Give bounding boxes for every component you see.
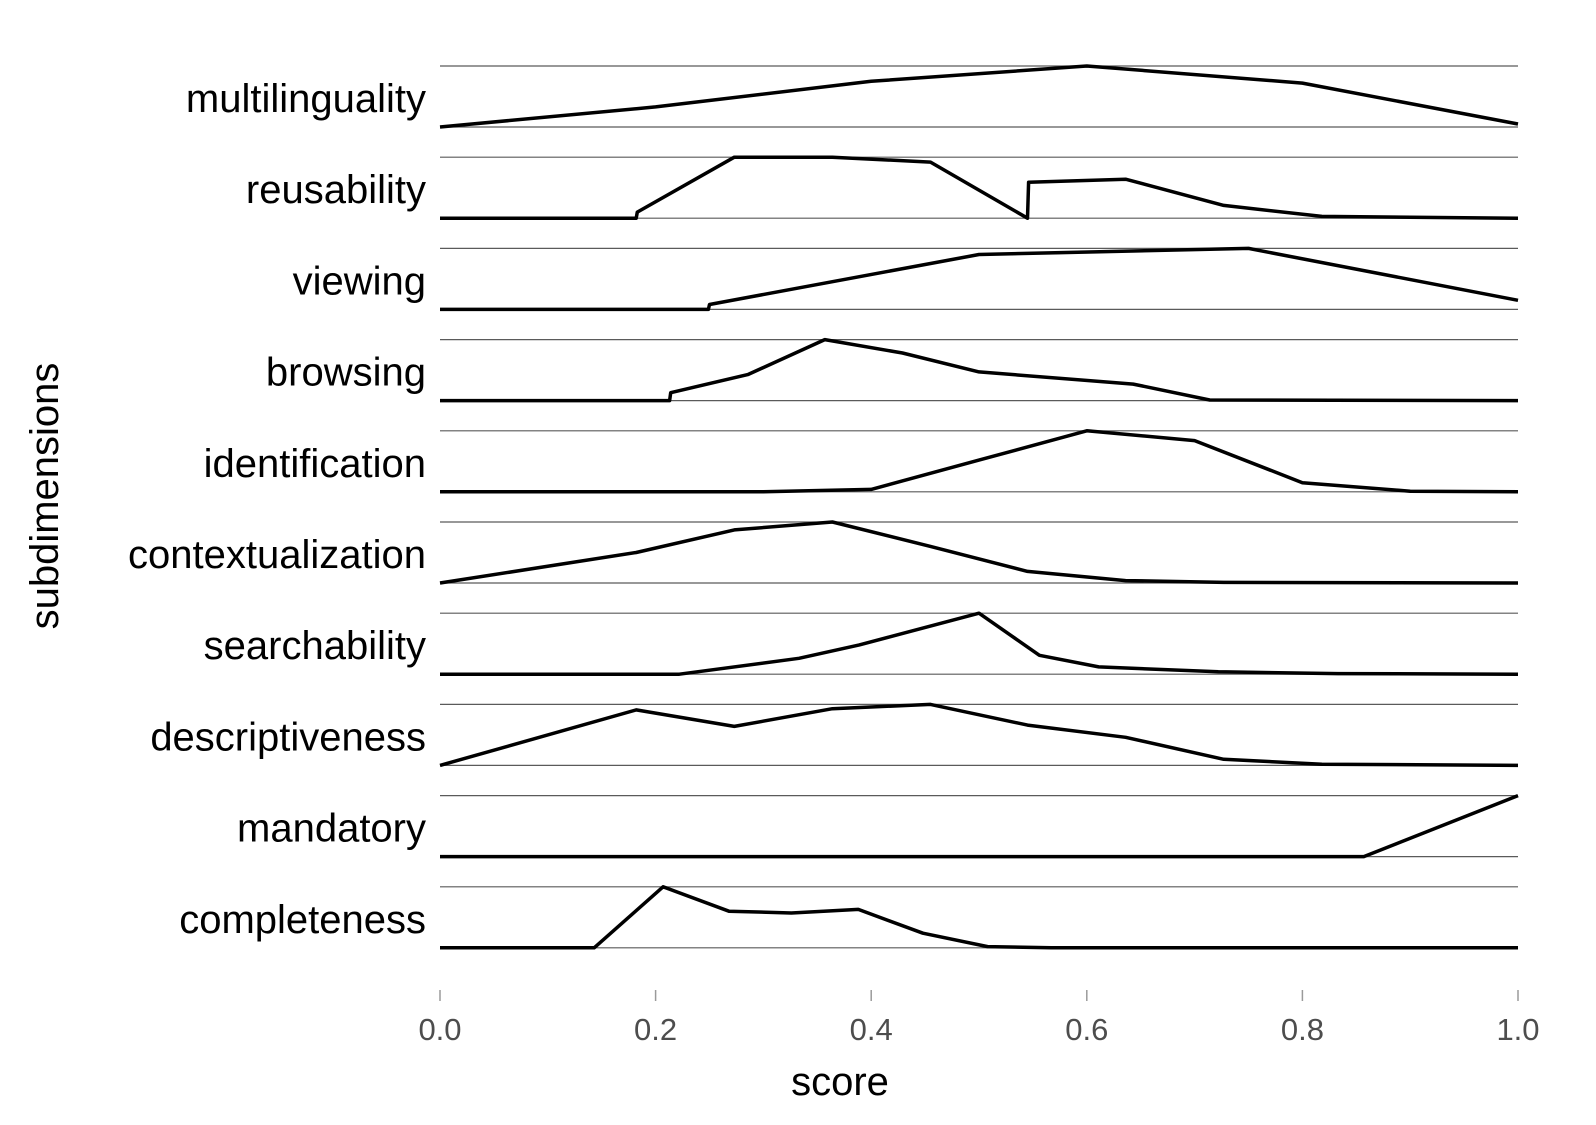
category-labels: multilinguality reusability viewing browsin… [128,77,426,942]
category-label-reusability: reusability [246,168,426,212]
y-axis-title: subdimensions [23,363,67,630]
series-line-browsing [440,337,1519,403]
series-line-identification [440,429,1519,494]
category-label-viewing: viewing [293,259,426,303]
series-line-descriptiveness [439,702,1519,768]
series-line-contextualization [439,520,1519,585]
category-label-mandatory: mandatory [237,807,426,851]
category-label-searchability: searchability [204,624,426,668]
x-tick-label: 0.8 [1281,1012,1324,1047]
series-line-multilinguality [439,64,1519,129]
x-tick-label: 0.0 [418,1012,461,1047]
x-axis-title: score [791,1060,889,1104]
series-line-viewing [440,246,1519,312]
x-tick-label: 1.0 [1496,1012,1539,1047]
x-tick-label: 0.6 [1065,1012,1108,1047]
category-label-multilinguality: multilinguality [186,77,426,121]
series-line-mandatory [440,793,1519,859]
x-axis: 0.0 0.2 0.4 0.6 0.8 1.0 [418,990,1540,1047]
category-label-completeness: completeness [179,898,426,942]
category-label-browsing: browsing [266,351,426,395]
x-tick-label: 0.4 [850,1012,893,1047]
grid-layer [440,65,1518,949]
category-label-contextualization: contextualization [128,533,426,577]
series-line-reusability [440,155,1519,220]
category-label-descriptiveness: descriptiveness [150,715,426,759]
series-layer [439,64,1519,950]
series-line-searchability [440,611,1519,676]
category-label-identification: identification [204,442,426,486]
series-line-completeness [440,885,1518,950]
x-tick-label: 0.2 [634,1012,677,1047]
